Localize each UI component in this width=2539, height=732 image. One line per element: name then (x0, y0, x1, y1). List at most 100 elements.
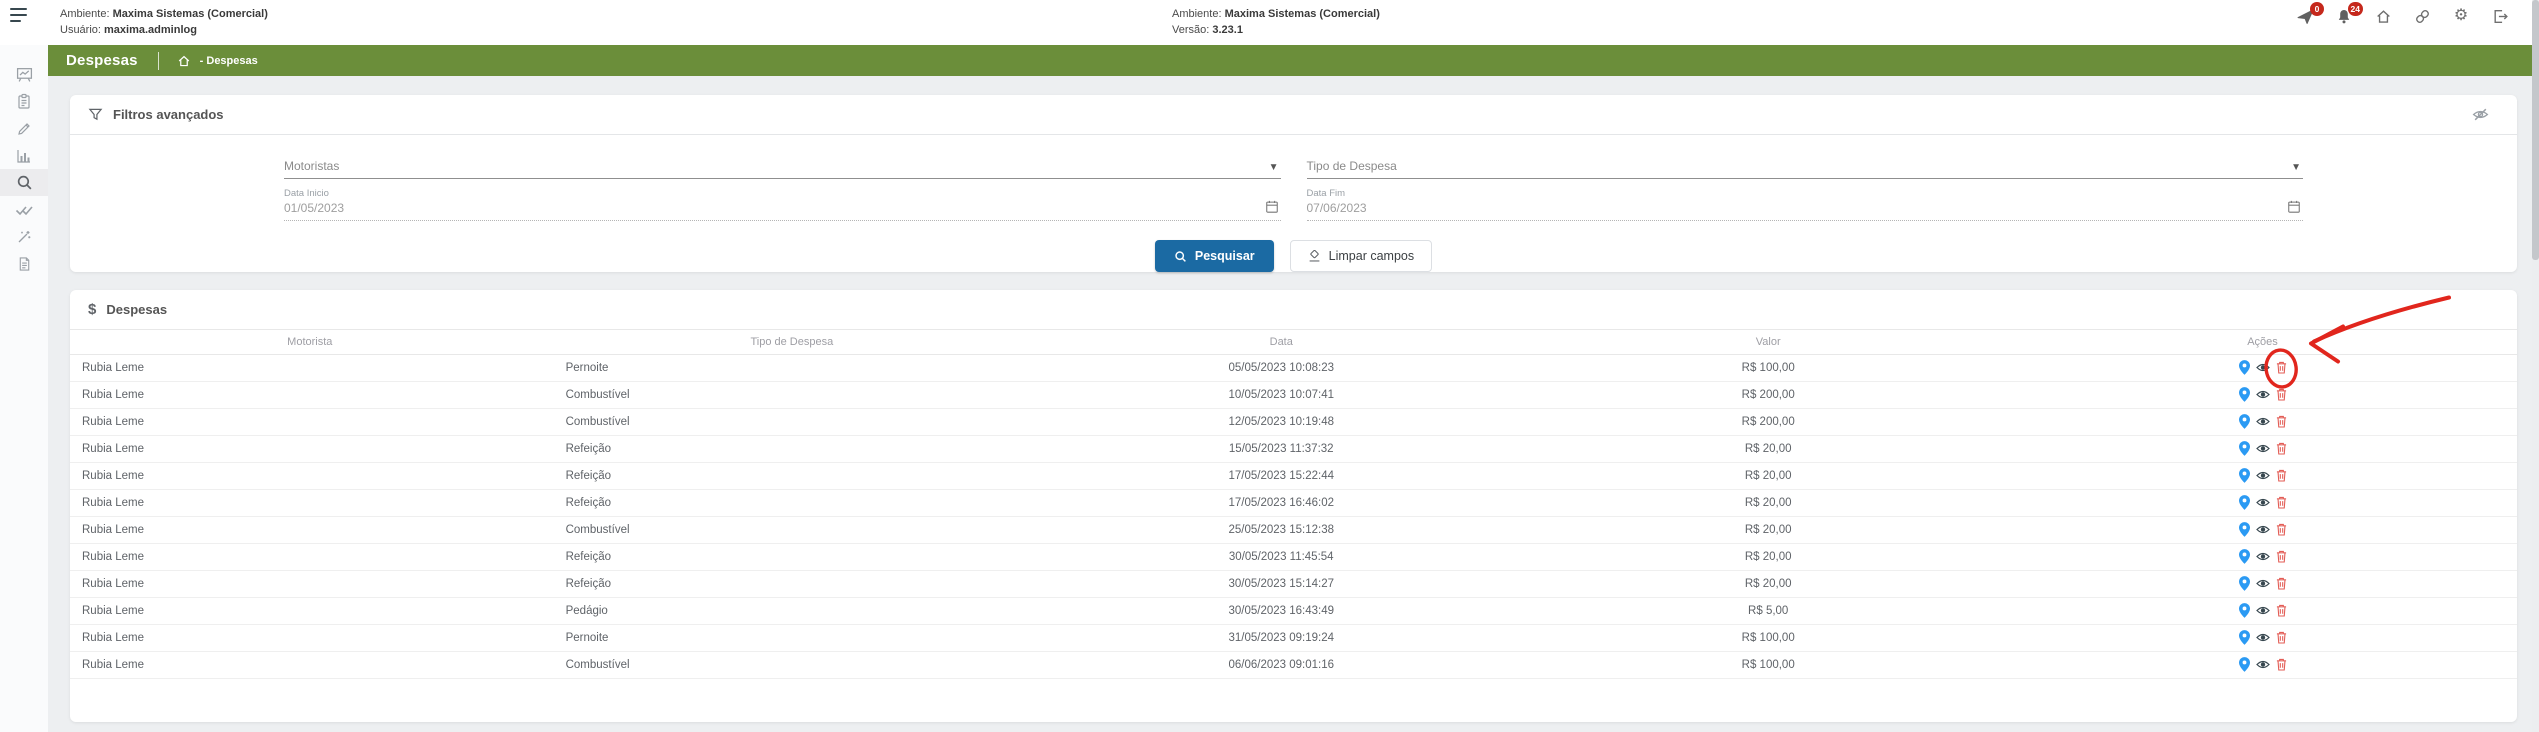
location-action-icon[interactable] (2238, 441, 2250, 456)
vertical-scrollbar[interactable] (2532, 0, 2539, 732)
view-action-icon[interactable] (2255, 524, 2270, 535)
sidebar-item-documents[interactable] (0, 250, 48, 277)
delete-action-icon[interactable] (2276, 469, 2287, 482)
delete-action-icon[interactable] (2276, 442, 2287, 455)
motoristas-select[interactable]: Motoristas ▼ (284, 145, 1281, 179)
versao-label: Versão: (1172, 24, 1210, 36)
tipo-despesa-select[interactable]: Tipo de Despesa ▼ (1306, 145, 2303, 179)
right-filter-column: Tipo de Despesa ▼ Data Fim 07/06/2023 (1306, 145, 2303, 221)
view-action-icon[interactable] (2255, 389, 2270, 400)
tipo-despesa-placeholder: Tipo de Despesa (1306, 159, 1397, 173)
delete-action-icon[interactable] (2276, 361, 2287, 374)
delete-action-icon[interactable] (2276, 496, 2287, 509)
versao-value: 3.23.1 (1212, 24, 1243, 36)
sidebar-item-approvals[interactable] (0, 196, 48, 223)
delete-action-icon[interactable] (2276, 604, 2287, 617)
acoes-cell (2008, 354, 2517, 382)
link-button[interactable] (2411, 5, 2433, 27)
sidebar-item-search[interactable] (0, 169, 48, 196)
sidebar-item-reports[interactable] (0, 142, 48, 169)
location-action-icon[interactable] (2238, 495, 2250, 510)
view-action-icon[interactable] (2255, 416, 2270, 427)
scrollbar-thumb[interactable] (2532, 0, 2539, 260)
expenses-header: $ Despesas (70, 290, 2517, 330)
column-valor: Valor (1528, 330, 2008, 355)
tipo-despesa-cell: Refeição (549, 462, 1035, 490)
sidebar-item-dashboard[interactable] (0, 61, 48, 88)
filters-title: Filtros avançados (113, 107, 224, 122)
delete-action-icon[interactable] (2276, 577, 2287, 590)
alerts-notifications-button[interactable]: 24 (2333, 2, 2363, 27)
sidebar-item-clipboard[interactable] (0, 88, 48, 115)
delete-action-icon[interactable] (2276, 523, 2287, 536)
data-inicio-field[interactable]: Data Inicio 01/05/2023 (284, 188, 1281, 221)
location-action-icon[interactable] (2238, 549, 2250, 564)
sidebar-item-tools[interactable] (0, 223, 48, 250)
delete-action-icon[interactable] (2276, 415, 2287, 428)
view-action-icon[interactable] (2255, 551, 2270, 562)
view-action-icon[interactable] (2255, 659, 2270, 670)
home-button[interactable] (2372, 5, 2394, 27)
delete-action-icon[interactable] (2276, 388, 2287, 401)
usuario-value: maxima.adminlog (104, 24, 197, 36)
hide-filters-button[interactable] (2472, 106, 2489, 126)
view-action-icon[interactable] (2255, 632, 2270, 643)
motorista-cell: Rubia Leme (70, 462, 550, 490)
table-row: Rubia Leme Combustível 25/05/2023 15:12:… (70, 516, 2517, 544)
menu-toggle-button[interactable] (10, 8, 32, 26)
location-action-icon[interactable] (2238, 414, 2250, 429)
chevron-down-icon: ▼ (2291, 162, 2301, 173)
topbar-actions: 0 24 ⚙ (2294, 2, 2511, 27)
breadcrumb-label: - Despesas (199, 54, 258, 67)
view-action-icon[interactable] (2255, 362, 2270, 373)
main-content: Filtros avançados Motoristas ▼ Data Inic… (48, 76, 2539, 732)
location-action-icon[interactable] (2238, 468, 2250, 483)
delete-action-icon[interactable] (2276, 550, 2287, 563)
sidebar-item-edit[interactable] (0, 115, 48, 142)
acoes-cell (2008, 543, 2517, 571)
calendar-icon[interactable] (1265, 199, 1279, 214)
tipo-despesa-cell: Pernoite (549, 624, 1035, 652)
table-header-row: Motorista Tipo de Despesa Data Valor Açõ… (70, 330, 2517, 355)
view-action-icon[interactable] (2255, 497, 2270, 508)
location-action-icon[interactable] (2238, 360, 2250, 375)
settings-button[interactable]: ⚙ (2450, 5, 2472, 27)
page-titlebar: Despesas - Despesas (48, 45, 2539, 76)
filters-header: Filtros avançados (70, 95, 2517, 135)
acoes-cell (2008, 516, 2517, 544)
limpar-campos-button[interactable]: Limpar campos (1289, 240, 1433, 272)
environment-info: Ambiente: Maxima Sistemas (Comercial) Us… (60, 6, 268, 38)
pesquisar-button[interactable]: Pesquisar (1154, 240, 1274, 272)
acoes-cell (2008, 624, 2517, 652)
valor-cell: R$ 5,00 (1528, 597, 2008, 625)
location-action-icon[interactable] (2238, 603, 2250, 618)
data-fim-label: Data Fim (1306, 188, 1346, 199)
delete-action-icon[interactable] (2276, 631, 2287, 644)
table-row: Rubia Leme Refeição 30/05/2023 15:14:27 … (70, 570, 2517, 598)
location-action-icon[interactable] (2238, 630, 2250, 645)
view-action-icon[interactable] (2255, 578, 2270, 589)
calendar-icon[interactable] (2287, 199, 2301, 214)
valor-cell: R$ 200,00 (1528, 381, 2008, 409)
motorista-cell: Rubia Leme (70, 408, 550, 436)
logout-button[interactable] (2489, 5, 2511, 27)
data-fim-field[interactable]: Data Fim 07/06/2023 (1306, 188, 2303, 221)
location-action-icon[interactable] (2238, 576, 2250, 591)
chevron-down-icon: ▼ (1268, 162, 1279, 173)
data-cell: 30/05/2023 16:43:49 (1034, 597, 1529, 625)
delete-action-icon[interactable] (2276, 658, 2287, 671)
tipo-despesa-cell: Combustível (549, 516, 1035, 544)
sent-notifications-button[interactable]: 0 (2294, 2, 2324, 27)
view-action-icon[interactable] (2255, 470, 2270, 481)
presentation-chart-icon (16, 68, 32, 82)
location-action-icon[interactable] (2238, 657, 2250, 672)
view-action-icon[interactable] (2255, 443, 2270, 454)
tipo-despesa-cell: Combustível (549, 381, 1035, 409)
location-action-icon[interactable] (2238, 387, 2250, 402)
motorista-cell: Rubia Leme (70, 381, 550, 409)
view-action-icon[interactable] (2255, 605, 2270, 616)
location-action-icon[interactable] (2238, 522, 2250, 537)
breadcrumb-home-icon[interactable] (177, 54, 191, 68)
acoes-cell (2008, 597, 2517, 625)
tipo-despesa-cell: Pernoite (549, 354, 1035, 382)
